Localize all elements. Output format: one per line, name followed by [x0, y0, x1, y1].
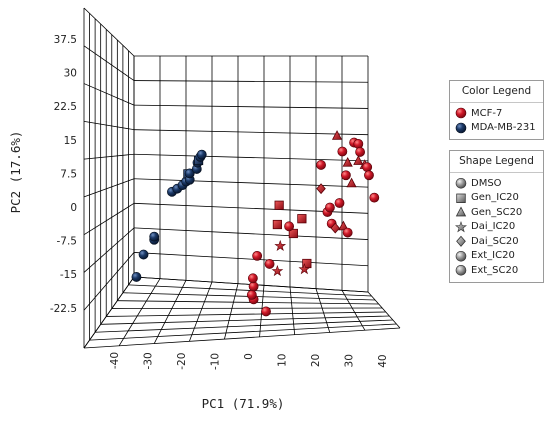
data-point-square [272, 219, 282, 230]
x-tick-label: 10 [277, 354, 289, 367]
x-tick-label: 40 [377, 354, 389, 367]
data-point-sphere [362, 162, 373, 173]
legend-item: MCF-7 [455, 106, 539, 121]
data-point-sphere [334, 198, 345, 208]
color-legend-title: Color Legend [450, 81, 543, 103]
y-tick-label: -15 [60, 269, 77, 281]
data-point-sphere [284, 221, 294, 232]
x-tick-label: 0 [243, 353, 255, 360]
legend-marker-icon [455, 265, 467, 276]
legend-item: Gen_SC20 [455, 205, 539, 220]
y-tick-label: 37.5 [54, 34, 77, 46]
data-point-star [271, 264, 284, 277]
y-tick-label: -22.5 [50, 303, 77, 315]
y-tick-label: 22.5 [54, 101, 77, 113]
y-tick-label: 0 [70, 202, 77, 214]
legend-marker-icon [456, 235, 466, 248]
legend-item-label: MCF-7 [471, 107, 503, 119]
legend-item-label: Ext_IC20 [471, 250, 515, 262]
legend-item: Ext_SC20 [455, 263, 539, 278]
data-point-sphere [149, 231, 160, 242]
data-point-sphere [325, 202, 335, 213]
shape-legend-title: Shape Legend [450, 151, 543, 173]
legend-item-label: Dai_SC20 [471, 235, 519, 247]
shape-legend-items: DMSO Gen_IC20 Gen_SC20 Dai_IC20 Dai_SC20 Ext_… [450, 173, 543, 282]
data-point-square [297, 214, 307, 224]
y-tick-label: 15 [64, 135, 77, 147]
data-point-star [298, 263, 311, 275]
x-tick-label: -10 [210, 353, 222, 370]
legend-item-label: Gen_IC20 [471, 192, 519, 204]
legend-item: DMSO [455, 176, 539, 191]
data-point-sphere [138, 249, 149, 260]
legend-item: Gen_IC20 [455, 191, 539, 206]
data-point-sphere [184, 168, 195, 179]
legend-marker-icon [455, 250, 467, 262]
legend-marker-icon [455, 122, 467, 134]
legend-item: MDA-MB-231 [455, 121, 539, 136]
data-point-sphere [261, 306, 271, 317]
data-point-triangle [346, 177, 357, 188]
data-point-diamond [330, 222, 340, 234]
data-point-triangle [353, 155, 364, 165]
data-point-square [274, 200, 284, 210]
x-tick-label: 20 [310, 354, 322, 367]
legend-marker-icon [455, 107, 467, 119]
data-points [131, 130, 380, 317]
data-point-sphere [196, 149, 207, 160]
y-tick-label: -7.5 [57, 236, 78, 248]
data-point-diamond [316, 183, 326, 195]
data-point-sphere [340, 170, 351, 181]
x-axis-title: PC1 (71.9%) [202, 396, 285, 411]
legend-item-label: DMSO [471, 177, 502, 189]
data-point-sphere [246, 289, 257, 300]
shape-legend: Shape Legend DMSO Gen_IC20 Gen_SC20 Dai_IC2… [449, 150, 544, 283]
data-point-sphere [247, 273, 258, 284]
y-axis-title: PC2 (17.6%) [8, 131, 23, 214]
y-tick-label: 7.5 [60, 168, 77, 180]
data-point-sphere [355, 147, 365, 157]
x-tick-label: -40 [109, 352, 121, 369]
legend-item-label: Dai_IC20 [471, 221, 516, 233]
x-tick-label: -30 [143, 352, 155, 369]
axis-ticks: 37.5 30 22.5 15 7.5 0 -7.5 -15 -22.5 -40 -30 -20 -10… [50, 34, 389, 370]
data-point-triangle [338, 220, 349, 231]
axis-grid [83, 7, 401, 349]
data-point-triangle [342, 157, 353, 167]
data-point-triangle [331, 130, 343, 140]
color-legend: Color Legend MCF-7 MDA-MB-231 [449, 80, 544, 140]
data-point-sphere [364, 170, 374, 181]
data-point-sphere [252, 250, 263, 261]
legend-marker-icon [456, 193, 466, 203]
data-point-sphere [264, 259, 275, 269]
x-tick-label: 30 [344, 354, 356, 367]
data-point-sphere [131, 272, 142, 282]
legend-item: Dai_SC20 [455, 234, 539, 249]
x-tick-label: -20 [176, 353, 188, 370]
legend-marker-icon [455, 178, 467, 189]
legend-item-label: MDA-MB-231 [471, 122, 536, 134]
legend-marker-icon [455, 220, 467, 233]
data-point-star [274, 239, 287, 252]
legend-marker-icon [455, 206, 467, 217]
data-point-sphere [369, 192, 380, 203]
data-point-sphere [342, 227, 353, 238]
data-point-sphere [353, 138, 364, 149]
legend-item-label: Ext_SC20 [471, 264, 519, 276]
legend-item: Ext_IC20 [455, 249, 539, 264]
y-tick-label: 30 [64, 68, 77, 80]
legend-item-label: Gen_SC20 [471, 206, 523, 218]
legend-item: Dai_IC20 [455, 220, 539, 235]
data-point-sphere [316, 160, 326, 170]
data-point-sphere [337, 146, 348, 157]
data-point-square [288, 228, 298, 239]
color-legend-items: MCF-7 MDA-MB-231 [450, 103, 543, 139]
